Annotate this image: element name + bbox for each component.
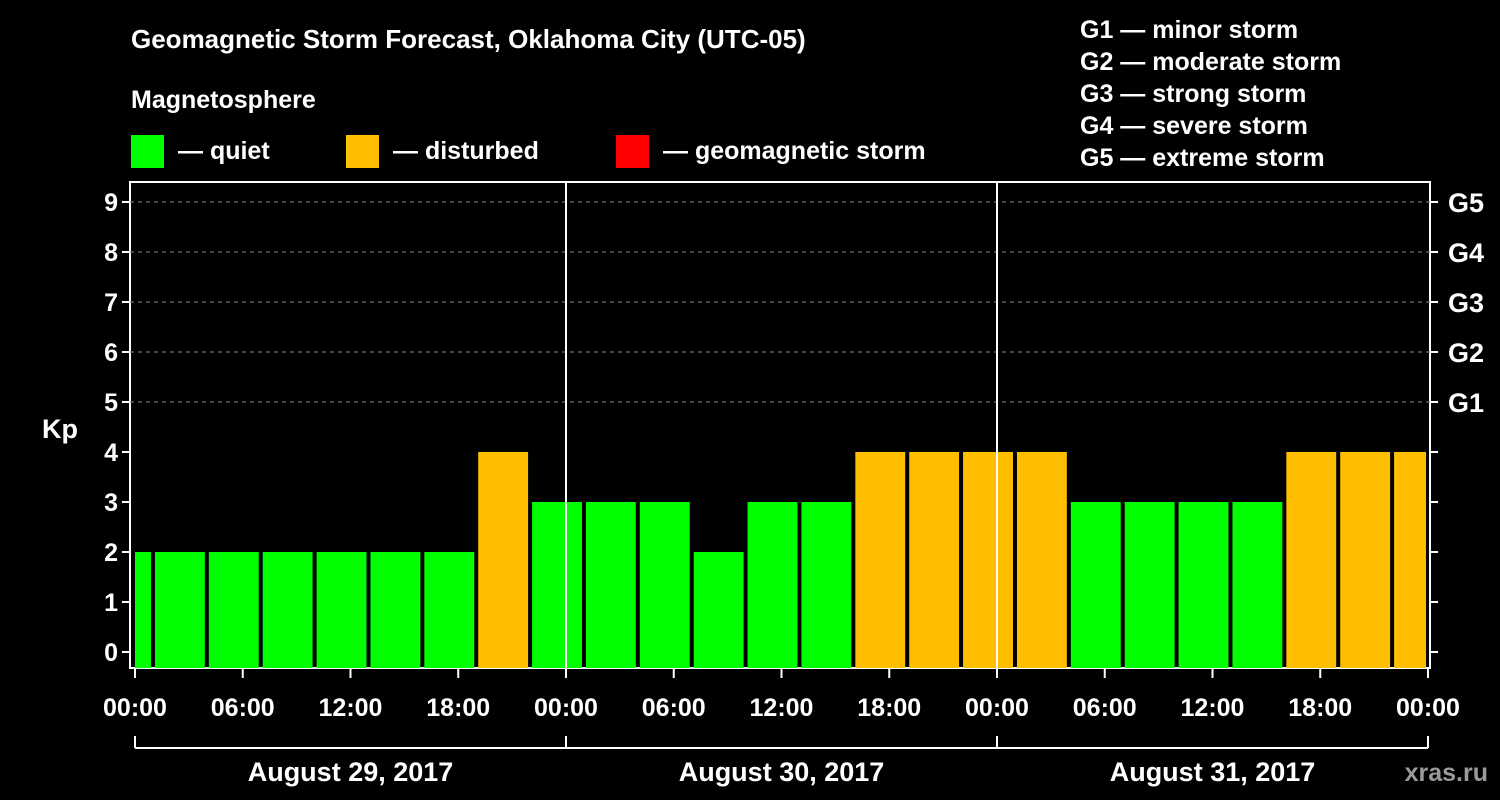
legend-quiet: — quiet [131, 134, 270, 168]
day-label: August 30, 2017 [679, 757, 885, 787]
kp-bar [1340, 452, 1391, 668]
kp-bar [1178, 502, 1229, 668]
day-label: August 29, 2017 [248, 757, 454, 787]
legend-label-storm: — geomagnetic storm [663, 136, 926, 165]
legend-heading: Magnetosphere [131, 86, 316, 114]
x-tick-label: 06:00 [642, 694, 706, 722]
kp-bar [1286, 452, 1337, 668]
kp-bar [639, 502, 690, 668]
y-tick-label: 5 [104, 389, 118, 417]
y-tick-label: 6 [104, 339, 118, 367]
legend-label-disturbed: — disturbed [393, 136, 539, 165]
kp-bar [585, 502, 636, 668]
kp-bar [1394, 452, 1426, 668]
y-tick-label: 9 [104, 189, 118, 217]
y-tick-label: 8 [104, 239, 118, 267]
day-label: August 31, 2017 [1110, 757, 1316, 787]
watermark: xras.ru [1405, 759, 1488, 787]
storm-level-g2: G2 — moderate storm [1080, 48, 1342, 76]
kp-bar [316, 552, 367, 668]
storm-level-tick-label: G2 [1448, 338, 1484, 368]
x-tick-label: 18:00 [426, 694, 490, 722]
legend-label-quiet: — quiet [178, 136, 270, 165]
kp-bar [424, 552, 475, 668]
x-tick-label: 12:00 [750, 694, 814, 722]
storm-level-g4: G4 — severe storm [1080, 112, 1308, 140]
x-tick-label: 18:00 [857, 694, 921, 722]
storm-level-tick-label: G1 [1448, 388, 1484, 418]
storm-level-tick-label: G5 [1448, 188, 1484, 218]
storm-level-g5: G5 — extreme storm [1080, 144, 1325, 172]
kp-bar [1070, 502, 1121, 668]
kp-bar [1016, 452, 1067, 668]
kp-bar [478, 452, 529, 668]
x-tick-label: 00:00 [965, 694, 1029, 722]
y-tick-label: 3 [104, 489, 118, 517]
storm-level-g1: G1 — minor storm [1080, 16, 1299, 44]
kp-bar [208, 552, 259, 668]
y-tick-label: 7 [104, 289, 118, 317]
kp-bar [154, 552, 205, 668]
x-tick-label: 12:00 [1181, 694, 1245, 722]
kp-bar [693, 552, 744, 668]
x-tick-label: 18:00 [1288, 694, 1352, 722]
storm-level-g3: G3 — strong storm [1080, 80, 1307, 108]
storm-level-tick-label: G4 [1448, 238, 1484, 268]
x-tick-label: 06:00 [1073, 694, 1137, 722]
kp-bar [855, 452, 906, 668]
x-tick-label: 06:00 [211, 694, 275, 722]
legend-swatch-quiet [131, 134, 164, 168]
kp-bar [1232, 502, 1283, 668]
legend-storm: — geomagnetic storm [616, 134, 926, 168]
kp-bar [747, 502, 798, 668]
storm-scale-legend: G1 — minor storm G2 — moderate storm G3 … [1080, 14, 1341, 174]
kp-bar [370, 552, 421, 668]
y-tick-label: 4 [104, 439, 118, 467]
y-tick-label: 1 [104, 589, 118, 617]
y-axis-label: Kp [42, 414, 78, 444]
kp-bar [801, 502, 852, 668]
x-tick-label: 00:00 [534, 694, 598, 722]
legend-swatch-storm [616, 134, 649, 168]
storm-level-tick-label: G3 [1448, 288, 1484, 318]
kp-bar [909, 452, 960, 668]
y-tick-label: 2 [104, 539, 118, 567]
x-tick-label: 12:00 [319, 694, 383, 722]
kp-bar [532, 502, 582, 668]
x-tick-label: 00:00 [103, 694, 167, 722]
kp-bar [963, 452, 1013, 668]
legend-disturbed: — disturbed [346, 134, 539, 168]
legend-swatch-disturbed [346, 134, 379, 168]
chart-title: Geomagnetic Storm Forecast, Oklahoma Cit… [131, 24, 806, 54]
x-tick-label: 00:00 [1396, 694, 1460, 722]
kp-bar [1124, 502, 1175, 668]
kp-bar [135, 552, 151, 668]
y-tick-label: 0 [104, 639, 118, 667]
kp-bar [262, 552, 313, 668]
